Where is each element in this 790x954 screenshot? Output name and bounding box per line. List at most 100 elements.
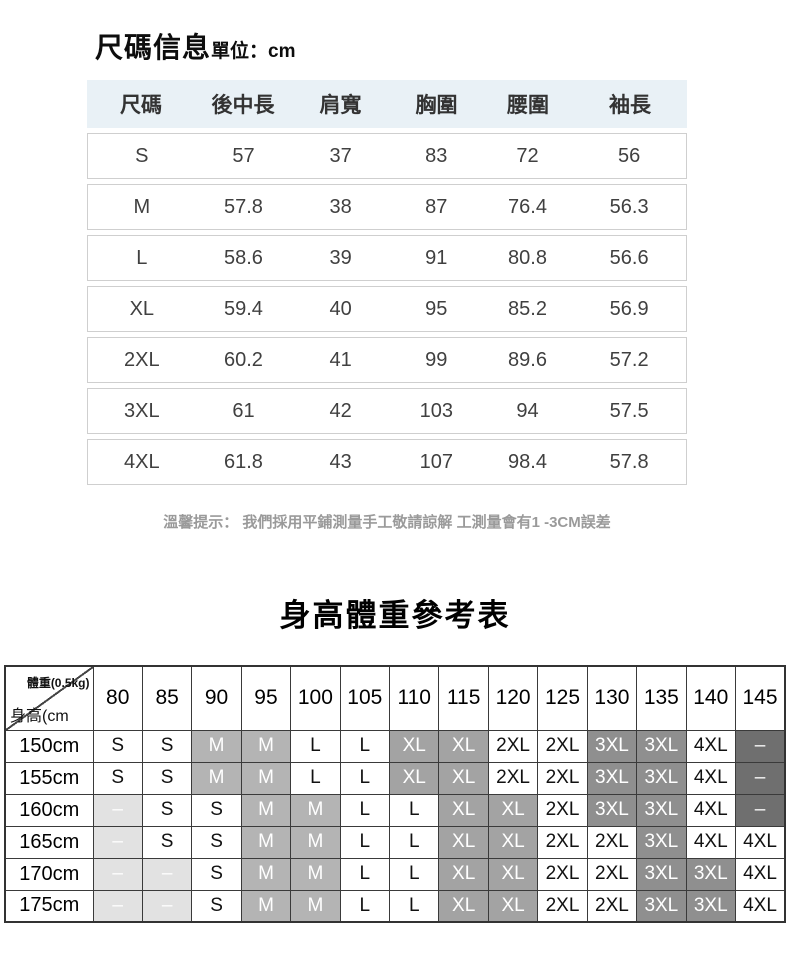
size-recommendation-cell: M [240, 729, 292, 763]
size-column-header: 腰圍 [507, 94, 549, 117]
size-recommendation-cell: 3XL [685, 857, 736, 891]
size-value-cell: 56 [618, 144, 641, 167]
size-value-cell: 56.3 [609, 195, 649, 218]
size-recommendation-cell: XL [438, 825, 489, 859]
size-recommendation-cell: 3XL [685, 889, 736, 923]
size-label-cell: S [135, 144, 149, 167]
weight-column-header: 95 [240, 665, 292, 731]
size-value-cell: 57.8 [223, 195, 263, 218]
size-recommendation-cell: – [141, 857, 193, 891]
size-recommendation-cell: S [141, 793, 193, 827]
size-value-cell: 91 [425, 246, 448, 269]
size-column-header: 後中長 [211, 94, 275, 117]
size-label-cell: M [133, 195, 151, 218]
size-recommendation-cell: XL [438, 793, 489, 827]
size-value-cell: 57 [232, 144, 255, 167]
size-table-row: 2XL 60.2 41 99 89.6 57.2 [87, 337, 687, 383]
size-value-cell: 39 [329, 246, 352, 269]
size-recommendation-cell: XL [438, 889, 489, 923]
size-info-title-row: 尺碼信息 單位：cm [95, 26, 687, 66]
size-recommendation-cell: S [92, 729, 143, 763]
size-label-cell: XL [129, 297, 155, 320]
size-recommendation-cell: – [92, 793, 143, 827]
size-recommendation-cell: M [290, 793, 341, 827]
size-label-cell: 3XL [124, 399, 160, 422]
height-label-cell: 155cm [4, 761, 94, 795]
size-recommendation-cell: S [141, 825, 193, 859]
size-recommendation-cell: 2XL [586, 825, 638, 859]
size-column-header: 肩寬 [319, 94, 362, 117]
size-table-row: 3XL 61 42 103 94 57.5 [87, 388, 687, 434]
size-info-section: 尺碼信息 單位：cm 尺碼 後中長 肩寬 胸圍 腰圍 袖長 S 57 37 83 72 56 M 57.… [87, 26, 687, 532]
reference-table-row: 165cm – S S M M L L XL XL 2XL 2XL 3XL 4XL 4XL [4, 825, 786, 859]
size-recommendation-cell: 2XL [537, 889, 588, 923]
corner-cell: 體重(0.5kg) 身高(cm [4, 665, 94, 731]
size-recommendation-cell: S [191, 857, 242, 891]
size-table-row: S 57 37 83 72 56 [87, 133, 687, 179]
weight-column-header: 120 [487, 665, 539, 731]
size-recommendation-cell: XL [389, 729, 440, 763]
size-value-cell: 89.6 [508, 348, 547, 371]
size-value-cell: 56.6 [609, 246, 649, 269]
size-recommendation-cell: M [191, 761, 242, 795]
size-recommendation-cell: L [339, 857, 391, 891]
size-recommendation-cell: 3XL [636, 793, 687, 827]
reference-header-row: 體重(0.5kg) 身高(cm 80 85 90 95 100 105 110 115 120 1… [4, 665, 786, 731]
size-table-row: XL 59.4 40 95 85.2 56.9 [87, 286, 687, 332]
size-value-cell: 80.8 [508, 246, 547, 269]
size-recommendation-cell: XL [487, 857, 539, 891]
size-recommendation-cell: 4XL [685, 761, 736, 795]
size-table-row: M 57.8 38 87 76.4 56.3 [87, 184, 687, 230]
size-table-row: L 58.6 39 91 80.8 56.6 [87, 235, 687, 281]
size-recommendation-cell: XL [389, 761, 440, 795]
size-recommendation-cell: XL [487, 889, 539, 923]
size-value-cell: 57.8 [609, 450, 649, 473]
size-recommendation-cell: L [339, 793, 391, 827]
size-recommendation-cell: M [191, 729, 242, 763]
size-value-cell: 42 [329, 399, 352, 422]
size-value-cell: 40 [329, 297, 352, 320]
size-recommendation-cell: – [734, 793, 786, 827]
size-recommendation-cell: 3XL [586, 793, 638, 827]
size-recommendation-cell: – [734, 729, 786, 763]
weight-column-header: 135 [636, 665, 687, 731]
size-recommendation-cell: S [191, 889, 242, 923]
weight-column-header: 140 [685, 665, 736, 731]
size-recommendation-cell: L [389, 857, 440, 891]
size-value-cell: 56.9 [609, 297, 649, 320]
corner-weight-label: 體重(0.5kg) [26, 676, 90, 690]
size-recommendation-cell: 2XL [487, 761, 539, 795]
size-label-cell: 2XL [124, 348, 160, 371]
size-column-header: 胸圍 [415, 94, 458, 117]
reference-table-row: 175cm – – S M M L L XL XL 2XL 2XL 3XL 3XL 4XL [4, 889, 786, 923]
size-column-header: 袖長 [609, 94, 651, 117]
size-recommendation-cell: XL [487, 793, 539, 827]
size-recommendation-cell: 2XL [537, 857, 588, 891]
size-value-cell: 94 [516, 399, 539, 422]
size-recommendation-cell: – [141, 889, 193, 923]
size-value-cell: 83 [425, 144, 448, 167]
size-recommendation-cell: – [92, 857, 143, 891]
height-label-cell: 165cm [4, 825, 94, 859]
size-recommendation-cell: 3XL [636, 857, 687, 891]
reference-table-row: 155cm S S M M L L XL XL 2XL 2XL 3XL 3XL 4XL – [4, 761, 786, 795]
corner-height-label: 身高(cm [10, 707, 69, 725]
size-recommendation-cell: XL [438, 857, 489, 891]
size-recommendation-cell: – [92, 825, 143, 859]
weight-column-header: 90 [191, 665, 242, 731]
size-value-cell: 58.6 [223, 246, 263, 269]
size-recommendation-cell: 2XL [487, 729, 539, 763]
size-recommendation-cell: L [339, 761, 391, 795]
size-label-cell: 4XL [124, 450, 160, 473]
size-recommendation-cell: 4XL [734, 889, 786, 923]
height-label-cell: 175cm [4, 889, 94, 923]
size-recommendation-cell: L [389, 825, 440, 859]
size-value-cell: 76.4 [508, 195, 547, 218]
size-value-cell: 61 [232, 399, 255, 422]
weight-column-header: 100 [290, 665, 341, 731]
size-value-cell: 85.2 [508, 297, 547, 320]
size-value-cell: 61.8 [223, 450, 263, 473]
reference-table-title: 身高體重參考表 [279, 598, 511, 633]
size-recommendation-cell: 2XL [537, 729, 588, 763]
size-recommendation-cell: S [92, 761, 143, 795]
